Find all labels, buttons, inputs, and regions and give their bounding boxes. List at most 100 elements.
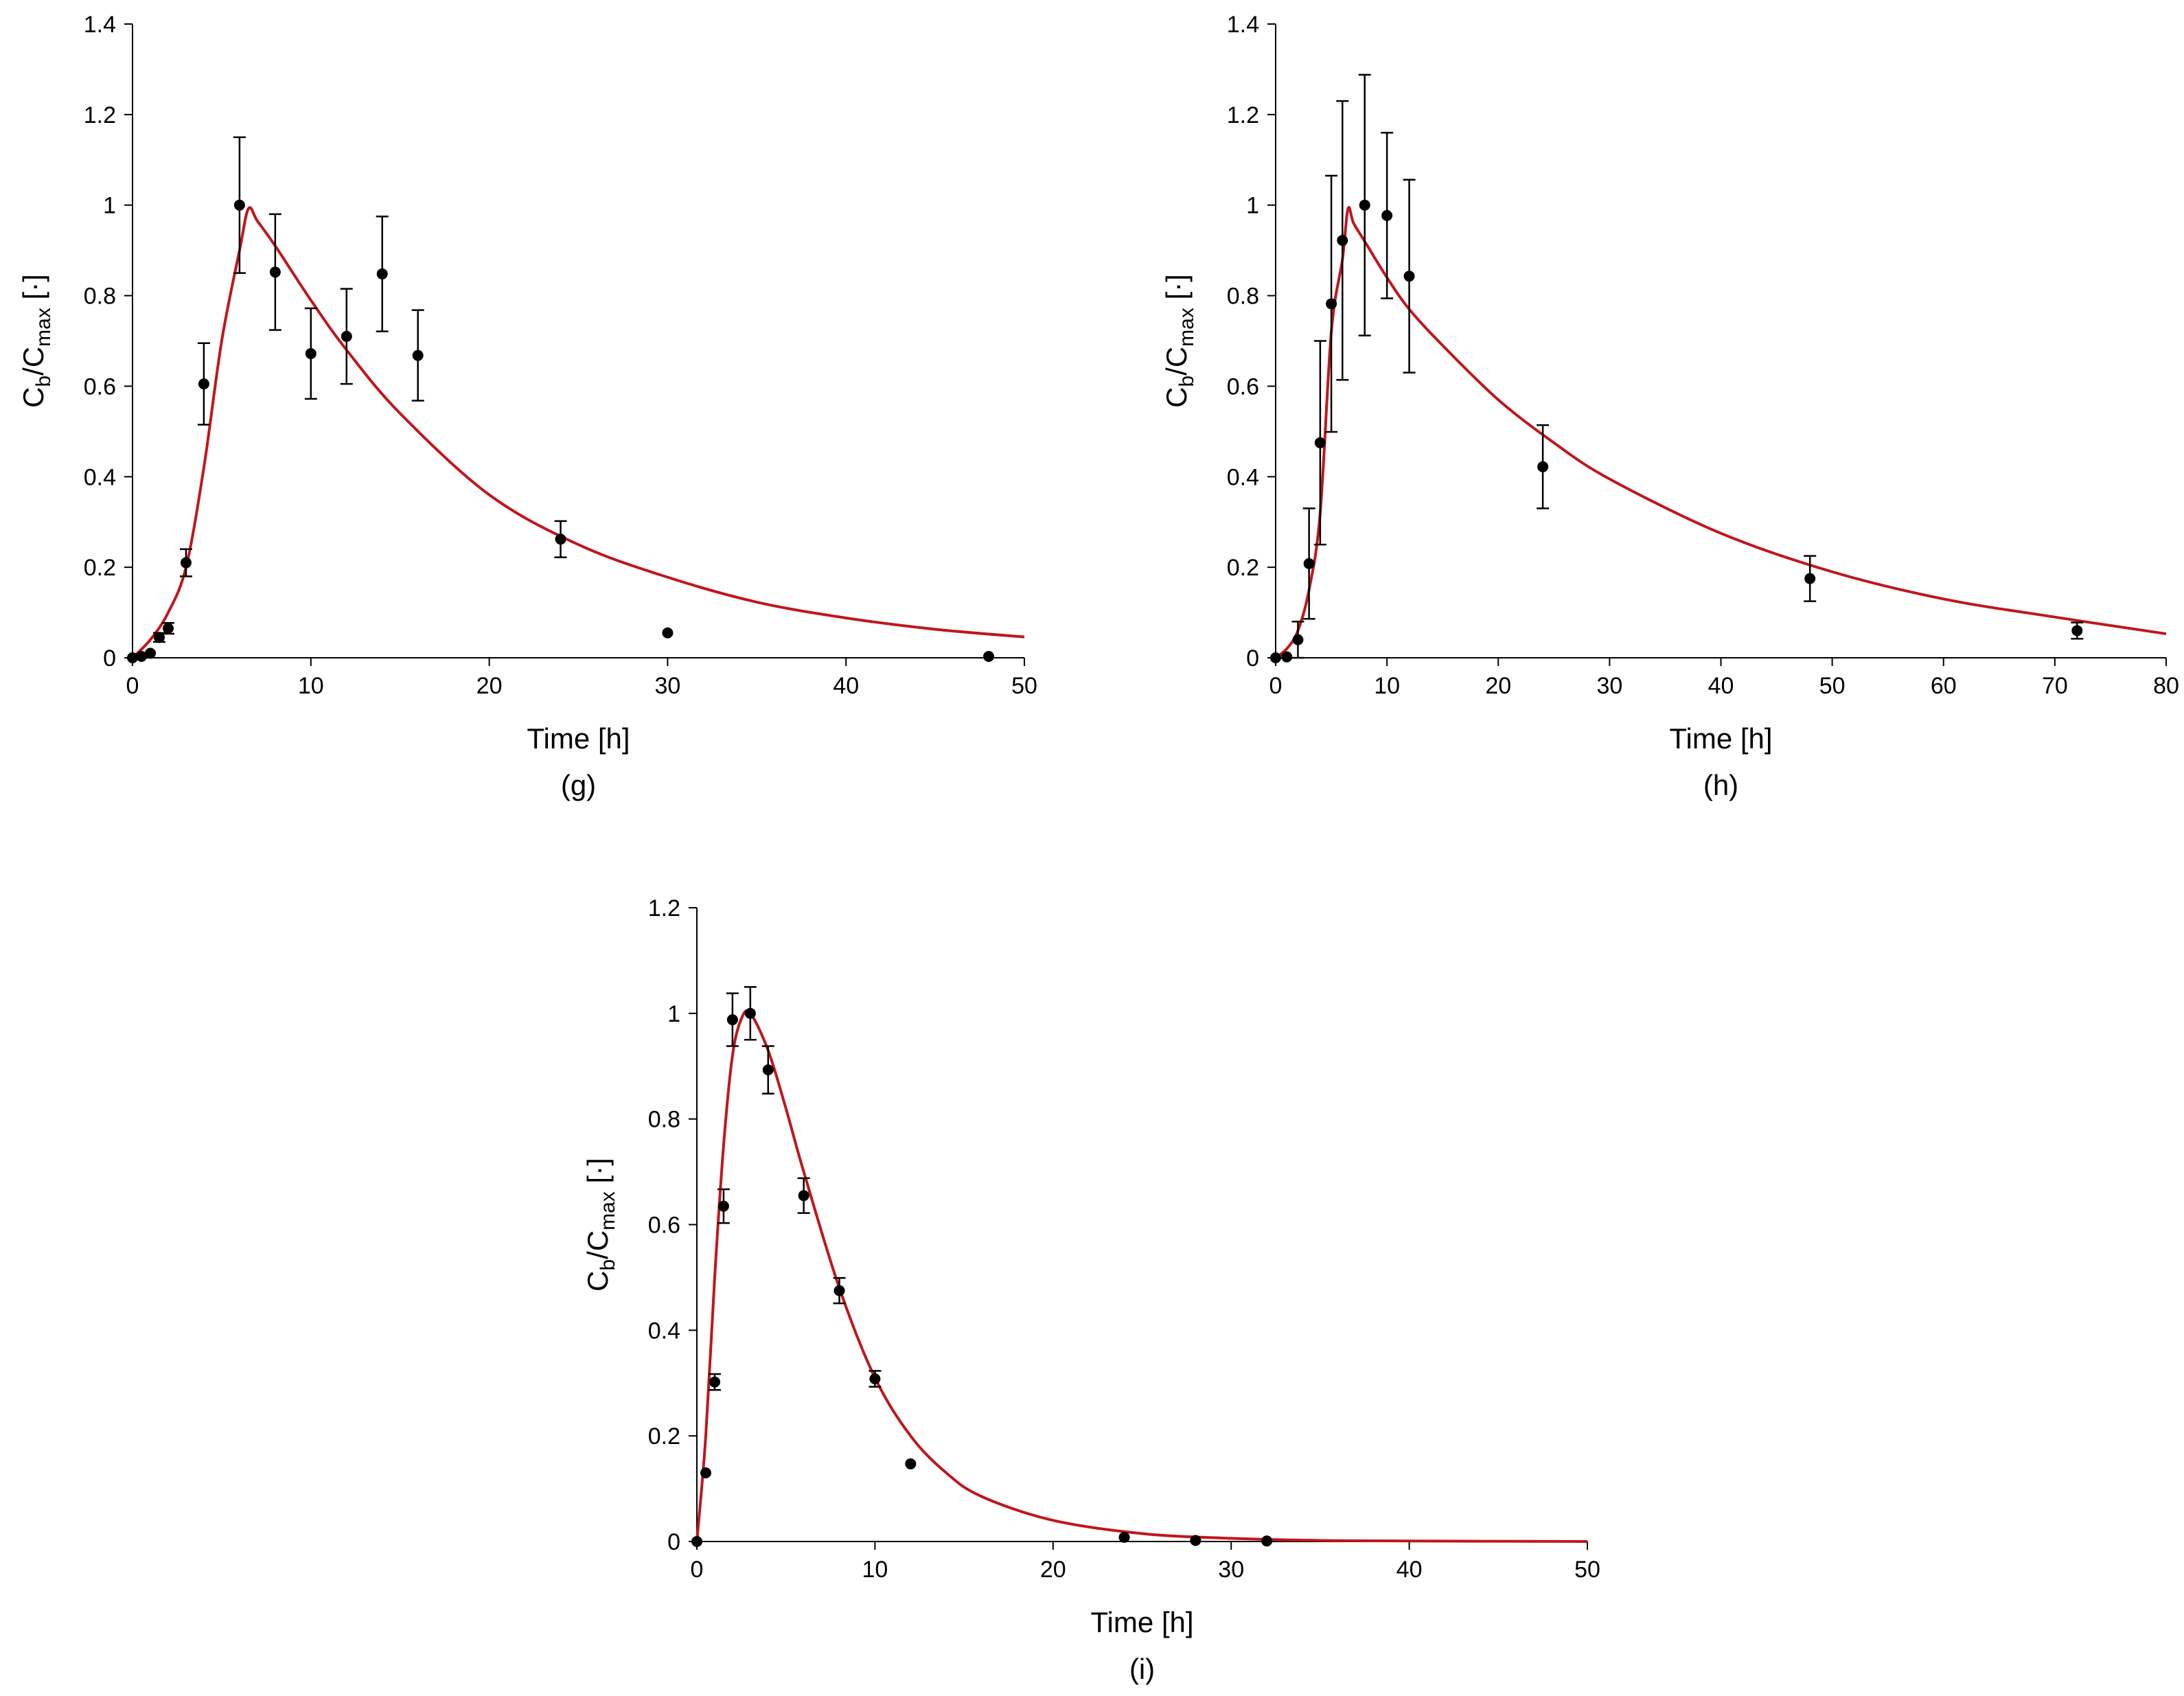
y-tick-label: 1.2 [84,102,116,128]
model-curve [696,1009,1588,1543]
y-tick-label: 0.2 [648,1423,680,1449]
x-tick-label: 40 [833,673,859,699]
data-point [1190,1535,1202,1546]
data-point [180,557,192,569]
ylabel-unit: [·] [582,1158,614,1191]
ylabel-slash-c: /C [17,347,49,376]
chart-panel-3: 0 0.2 0.4 0.6 0.8 1 1.2 0 10 20 30 40 50 Time [h] (i) C… [582,895,1600,1685]
x-tick-label: 0 [1269,673,1283,699]
x-tick-label: 20 [1040,1557,1066,1583]
ylabel-c: C [1160,387,1193,408]
data-point [1270,652,1281,663]
y-tick-label: 1.4 [1227,12,1259,38]
x-tick-label: 30 [1218,1557,1244,1583]
y-axis-title: Cb/Cmax [·] [17,274,55,408]
ylabel-slash-c: /C [1160,347,1193,376]
data-point [376,268,388,279]
x-tick-label: 40 [1708,673,1734,699]
x-tick-label: 0 [691,1557,704,1583]
x-tick-label: 70 [2042,673,2068,699]
data-point [869,1373,881,1385]
x-tick-label: 50 [1574,1557,1600,1583]
data-point [1326,298,1337,310]
x-tick-label: 10 [862,1557,888,1583]
data-point [1359,199,1370,211]
data-point [412,349,424,361]
y-tick-label: 0.4 [1227,464,1259,490]
y-tick-label: 0.6 [1227,374,1259,400]
y-tick-label: 1 [103,193,116,219]
data-point [198,378,209,390]
panel-label: (g) [561,769,596,801]
data-point [700,1467,711,1479]
x-tick-label: 0 [126,673,139,699]
data-point [726,1014,738,1026]
y-axis-title: Cb/Cmax [·] [582,1158,619,1292]
data-point [1804,573,1816,584]
y-tick-label: 1.4 [84,12,116,38]
x-tick-label: 20 [476,673,503,699]
ylabel-c: C [17,387,49,408]
ylabel-unit: [·] [17,274,49,308]
data-point [1337,235,1348,247]
data-point [834,1285,845,1296]
y-tick-label: 0.2 [84,555,116,581]
ylabel-sub-max: max [32,308,55,347]
data-point [762,1064,774,1076]
y-tick-label: 0.8 [84,284,116,310]
data-point [709,1376,720,1388]
y-tick-label: 0 [103,645,116,672]
x-tick-label: 50 [1011,673,1037,699]
ylabel-sub-max: max [1175,308,1198,347]
data-point [135,651,147,663]
ylabel-sub-b: b [32,376,55,387]
data-point [269,266,281,278]
y-tick-label: 0 [667,1529,680,1555]
data-point [1537,461,1549,472]
y-tick-label: 0.6 [648,1213,680,1239]
y-tick-label: 0.8 [1227,284,1259,310]
data-point [153,632,165,643]
x-axis-title: Time [h] [527,722,630,755]
data-point [162,623,174,634]
y-tick-label: 0.8 [648,1107,680,1133]
data-point [1118,1531,1130,1543]
data-point [717,1200,729,1212]
x-tick-label: 40 [1396,1557,1423,1583]
data-point [744,1007,756,1019]
y-tick-label: 0.4 [648,1318,680,1344]
data-point [233,199,245,211]
data-point [555,534,566,545]
chart-panel-2: 0 0.2 0.4 0.6 0.8 1 1.2 1.4 0 10 20 30 40 50 60 70 80 Tim… [1160,12,2179,801]
ylabel-c: C [582,1271,614,1292]
panel-label: (h) [1703,769,1738,801]
x-tick-label: 20 [1485,673,1511,699]
data-point [1303,558,1315,569]
x-tick-label: 30 [1596,673,1622,699]
ylabel-sub-b: b [1175,376,1198,387]
x-axis-title: Time [h] [1669,722,1772,755]
x-tick-label: 30 [654,673,680,699]
y-tick-label: 0.4 [84,464,116,490]
ylabel-sub-max: max [597,1191,619,1230]
x-tick-label: 50 [1819,673,1846,699]
x-tick-label: 80 [2153,673,2179,699]
y-tick-label: 0 [1246,645,1259,672]
x-tick-label: 60 [1931,673,1957,699]
data-point [983,651,995,663]
panel-label: (i) [1129,1653,1155,1685]
data-point [1281,651,1293,663]
data-point [144,648,156,659]
x-axis-title: Time [h] [1090,1606,1193,1638]
data-point [662,627,674,639]
y-tick-label: 0.6 [84,374,116,400]
ylabel-slash-c: /C [582,1230,614,1259]
data-point [1403,271,1415,282]
y-tick-label: 0.2 [1227,555,1259,581]
x-tick-label: 10 [298,673,324,699]
data-point [691,1536,702,1547]
data-point [127,652,138,663]
x-tick-label: 10 [1374,673,1400,699]
y-tick-label: 1.2 [1227,102,1259,128]
data-point [2071,625,2083,637]
